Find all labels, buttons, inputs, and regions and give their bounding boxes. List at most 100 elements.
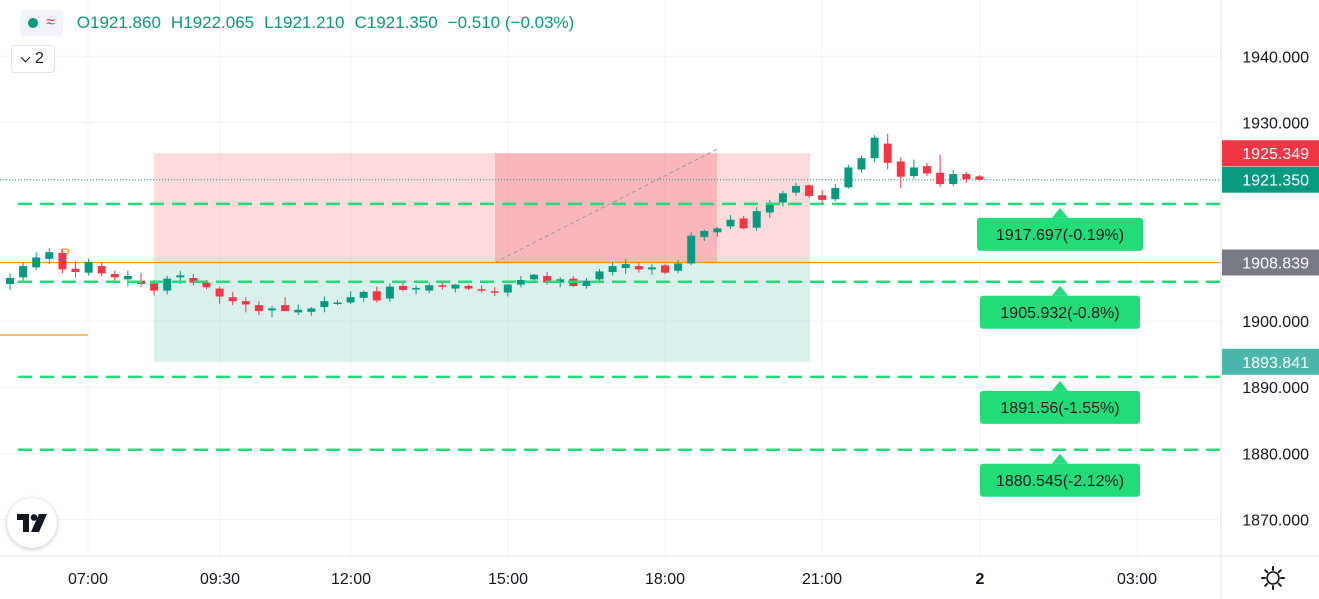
price-tick-label: 1870.000	[1242, 513, 1309, 530]
level-label-pointer	[1052, 380, 1068, 391]
time-tick-label: 2	[976, 571, 985, 588]
price-badge	[1222, 166, 1319, 193]
candle-body	[385, 286, 394, 299]
candle-body	[778, 193, 787, 203]
candle-body	[608, 266, 617, 273]
settings-gear-icon[interactable]	[1260, 565, 1286, 591]
price-badge	[1222, 140, 1319, 167]
level-lines: 1917.697(-0.19%) 1905.932(-0.8%) 1891.56(-…	[18, 202, 1221, 497]
candle-body	[556, 279, 565, 283]
time-tick-label: 15:00	[488, 571, 528, 588]
candle-body	[241, 301, 250, 305]
price-tick-label: 1930.000	[1242, 115, 1309, 132]
price-badge-label: 1893.841	[1242, 355, 1309, 372]
indicator-count: 2	[35, 50, 44, 67]
price-badge-label: 1921.350	[1242, 173, 1309, 190]
candle-body	[700, 231, 709, 237]
candle-body	[661, 265, 669, 273]
change-value: −0.510 (−0.03%)	[447, 13, 575, 32]
candle-body	[71, 268, 80, 273]
candles	[6, 133, 984, 318]
ohlc-values: O1921.860 H1922.065 L1921.210 C1921.350 …	[77, 13, 575, 33]
time-tick-label: 03:00	[1117, 571, 1157, 588]
candle-body	[451, 284, 460, 289]
level-label-pointer	[1052, 285, 1068, 296]
candle-body	[19, 266, 28, 278]
candle-body	[228, 297, 237, 302]
candle-body	[58, 252, 67, 270]
level-label-box	[980, 295, 1140, 329]
candle-body	[202, 282, 211, 288]
candle-body	[372, 291, 381, 301]
wave-icon: ≈	[46, 14, 55, 31]
candle-body	[490, 291, 499, 293]
candle-body	[805, 185, 814, 196]
candle-body	[936, 172, 945, 185]
target-zone	[154, 262, 810, 362]
candle-body	[896, 161, 905, 177]
candle-body	[399, 285, 407, 290]
candle-body	[634, 266, 643, 270]
position-zones	[154, 148, 810, 362]
legend-icons[interactable]: ≈	[20, 10, 63, 36]
collapse-indicators-button[interactable]: 2	[11, 45, 55, 73]
candle-body	[883, 143, 892, 163]
candle-body	[97, 266, 106, 274]
candle-body	[32, 257, 41, 268]
candle-body	[6, 278, 14, 284]
candle-body	[949, 174, 958, 185]
candle-body	[281, 305, 290, 312]
candle-body	[359, 291, 368, 298]
candle-body	[687, 235, 696, 264]
level-label-box	[977, 217, 1143, 251]
candle-body	[962, 174, 971, 180]
candle-body	[412, 287, 421, 290]
candle-body	[647, 267, 656, 270]
candle-body	[425, 285, 434, 291]
candle-body	[818, 195, 827, 200]
candle-body	[477, 289, 486, 291]
price-badges: 1925.349 1921.350 1908.839 1893.841	[1222, 140, 1319, 375]
grid	[0, 0, 1221, 556]
candle-body	[870, 137, 879, 159]
candle-body	[909, 167, 918, 177]
level-label: 1880.545(-2.12%)	[996, 473, 1124, 490]
candle-body	[150, 283, 159, 291]
candle-body	[123, 276, 132, 280]
candle-body	[333, 302, 342, 304]
candle-body	[346, 297, 355, 303]
price-tick-label: 1880.000	[1242, 446, 1309, 463]
level-label: 1891.56(-1.55%)	[1000, 400, 1119, 417]
candle-body	[294, 309, 303, 313]
tradingview-logo-icon[interactable]	[7, 498, 57, 548]
candle-body	[923, 166, 931, 174]
time-axis: 07:00 09:30 12:00 15:00 18:00 21:00 2 03:00	[0, 555, 1319, 588]
candle-body	[831, 187, 840, 200]
price-tick-label: 1940.000	[1242, 49, 1309, 66]
candle-body	[975, 176, 984, 180]
candle-body	[595, 271, 604, 280]
candle-body	[268, 308, 276, 311]
price-badge	[1222, 249, 1319, 276]
time-tick-label: 21:00	[802, 571, 842, 588]
candle-body	[45, 252, 54, 259]
candle-body	[215, 288, 224, 297]
candle-body	[713, 228, 722, 233]
level-label-pointer	[1052, 207, 1068, 218]
candle-body	[726, 219, 735, 227]
price-badge-label: 1908.839	[1242, 256, 1309, 273]
level-label-pointer	[1052, 453, 1068, 464]
status-dot-icon	[28, 18, 38, 28]
level-label: 1917.697(-0.19%)	[996, 227, 1124, 244]
price-badge-label: 1925.349	[1242, 146, 1309, 163]
candle-body	[254, 305, 263, 312]
candle-body	[530, 274, 538, 280]
candle-body	[464, 285, 473, 289]
level-label-box	[980, 463, 1140, 497]
candle-body	[752, 211, 761, 228]
candle-body	[110, 274, 119, 278]
time-tick-label: 18:00	[645, 571, 685, 588]
candle-body	[307, 308, 316, 312]
low-value: L1921.210	[264, 13, 345, 32]
